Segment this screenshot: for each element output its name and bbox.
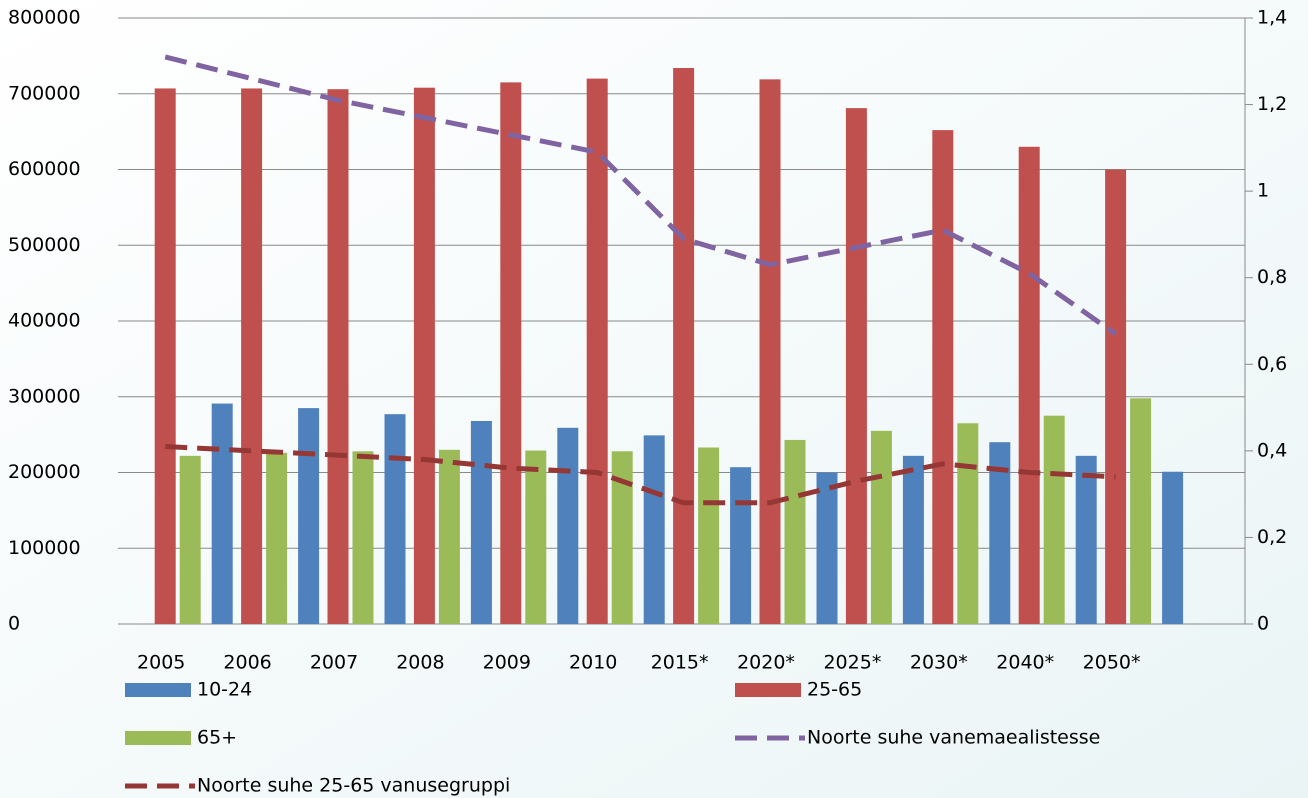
x-tick-label: 2007 [310,652,358,674]
x-tick-label: 2015* [651,652,709,674]
bar [698,447,720,624]
legend-label: Noorte suhe 25-65 vanusegruppi [197,775,510,797]
y2-tick-label: 0,2 [1257,526,1287,548]
bar [1018,146,1040,624]
x-tick-label: 2040* [996,652,1054,674]
x-tick-label: 2030* [910,652,968,674]
bar [470,420,492,624]
bar [327,89,349,624]
y2-tick-label: 0 [1257,613,1269,635]
y-tick-label: 200000 [8,461,81,483]
bar [525,450,547,624]
legend-label: Noorte suhe vanemaealistesse [807,727,1100,749]
y-tick-label: 600000 [8,158,81,180]
bar [352,451,374,624]
bar [586,78,608,625]
y-tick-label: 0 [8,613,20,635]
bar [643,435,665,624]
y-tick-label: 300000 [8,385,81,407]
x-tick-label: 2005 [137,652,185,674]
line [164,54,1118,337]
x-tick-label: 2020* [737,652,795,674]
legend-swatch [735,683,801,697]
bar [730,467,752,624]
bar [1130,398,1152,624]
bar [759,79,781,625]
x-tick-label: 2006 [223,652,271,674]
legend-label: 65+ [197,727,237,749]
x-tick-label: 2009 [483,652,531,674]
y2-tick-label: 1,4 [1257,7,1287,29]
y2-tick-label: 0,8 [1257,266,1287,288]
bar [932,130,954,625]
bar [154,88,176,624]
y-tick-label: 500000 [8,234,81,256]
bar [816,472,838,624]
bar [557,427,579,624]
bar [673,67,695,625]
y-tick-label: 700000 [8,82,81,104]
y2-tick-label: 1,2 [1257,93,1287,115]
bar [870,430,892,624]
bar [784,439,806,624]
line [165,444,1116,506]
bar [1105,169,1127,624]
bar [266,452,288,624]
y2-tick-label: 0,4 [1257,439,1287,461]
bar [298,408,320,624]
bar [902,455,924,624]
legend-label: 25-65 [807,679,862,701]
y2-tick-label: 1 [1257,180,1269,202]
y-tick-label: 800000 [8,7,81,29]
bar [438,449,460,624]
bar [500,82,522,624]
bar [413,87,435,624]
y-tick-label: 100000 [8,537,81,559]
y2-tick-label: 0,6 [1257,353,1287,375]
bar [1162,471,1184,624]
x-tick-label: 2010 [569,652,617,674]
x-tick-label: 2008 [396,652,444,674]
x-tick-label: 2050* [1083,652,1141,674]
bar [957,423,979,624]
bar [1043,415,1065,624]
legend-swatch [125,731,191,745]
legend-swatch [125,683,191,697]
legend-label: 10-24 [197,679,252,701]
x-tick-label: 2025* [823,652,881,674]
bar [211,403,233,624]
bar [384,414,406,624]
bar [845,108,867,624]
y-tick-label: 400000 [8,310,81,332]
bar [241,88,263,624]
bar [989,442,1011,624]
bar [179,455,201,624]
bar [611,451,633,624]
bar [1075,455,1097,624]
